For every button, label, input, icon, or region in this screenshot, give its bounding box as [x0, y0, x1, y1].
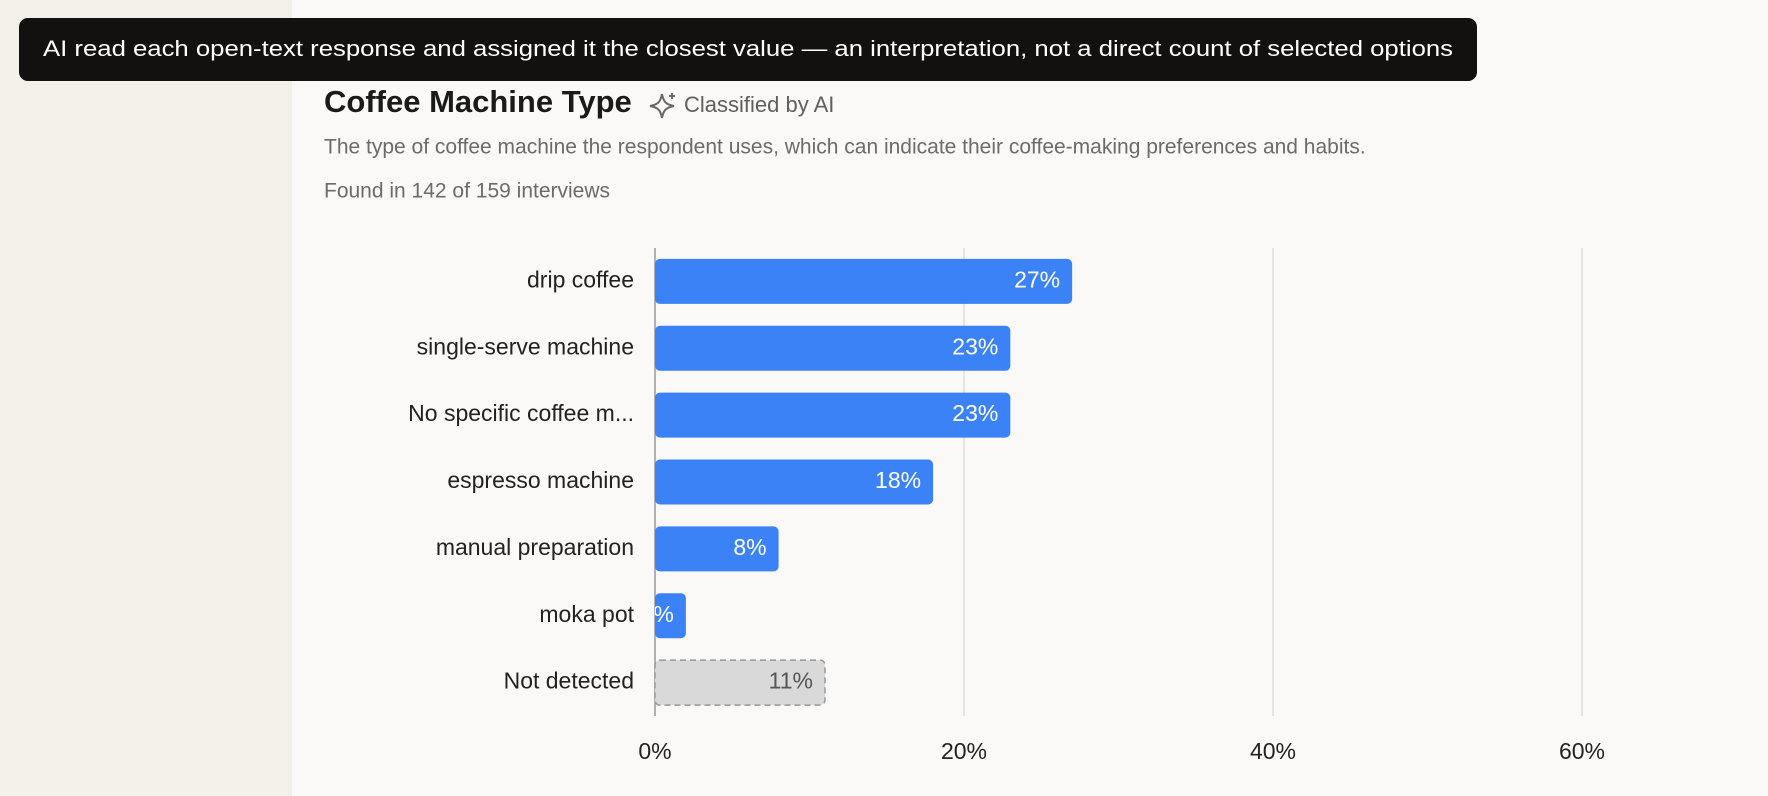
bar: [655, 325, 1011, 371]
bar: [655, 459, 934, 505]
sparkle-icon: [649, 93, 675, 119]
found-count: Found in 142 of 159 interviews: [324, 180, 610, 203]
description: The type of coffee machine the responden…: [324, 136, 1366, 159]
value-label: 27%: [1014, 267, 1060, 293]
x-tick-label: 0%: [638, 738, 671, 764]
value-label: 2%: [641, 601, 674, 627]
tooltip-text: AI read each open-text response and assi…: [43, 36, 1453, 61]
x-tick-label: 20%: [941, 738, 987, 764]
bar-chart: 0% 20% 40% 60% drip coffee 27% single-serve ma…: [408, 248, 1605, 764]
bar: [654, 659, 826, 706]
bar: [655, 593, 686, 639]
bar: [655, 392, 1011, 438]
value-label: 8%: [733, 534, 766, 560]
value-label: 18%: [875, 467, 921, 493]
bar: [655, 258, 1073, 304]
x-tick-label: 60%: [1559, 738, 1605, 764]
ai-badge[interactable]: Classified by AI: [684, 92, 834, 117]
value-label: 23%: [952, 400, 998, 426]
main-panel: [292, 0, 1768, 796]
category-label: espresso machine: [447, 467, 634, 493]
chart-title: Coffee Machine Type: [324, 84, 632, 119]
category-label: manual preparation: [436, 534, 634, 560]
value-label: 23%: [952, 333, 998, 359]
x-tick-label: 40%: [1250, 738, 1296, 764]
tooltip: [19, 18, 1477, 81]
value-label: 11%: [769, 668, 813, 694]
category-label: Not detected: [504, 668, 634, 694]
category-label: drip coffee: [527, 267, 634, 293]
category-label: No specific coffee m...: [408, 400, 634, 426]
bar: [655, 526, 779, 572]
sidebar: [0, 0, 292, 796]
category-label: moka pot: [539, 601, 634, 627]
category-label: single-serve machine: [417, 333, 634, 359]
